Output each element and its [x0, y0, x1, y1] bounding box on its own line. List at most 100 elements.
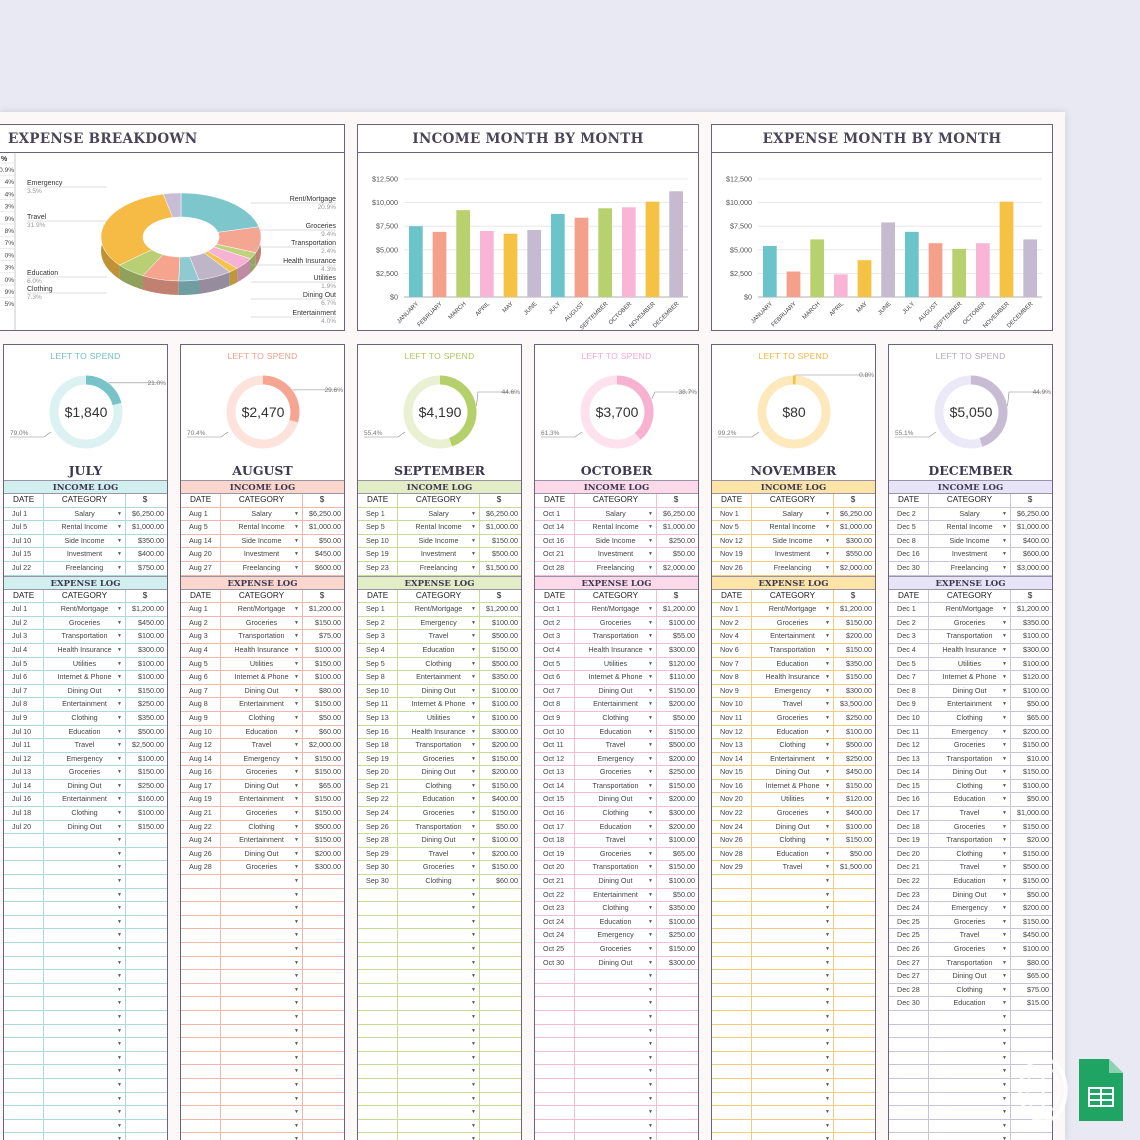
category-dropdown[interactable]: Rent/Mortgage ▼	[575, 603, 657, 616]
date-cell[interactable]: Aug 5	[181, 521, 221, 534]
category-dropdown[interactable]: Rental Income ▼	[575, 521, 657, 534]
amount-cell[interactable]	[834, 1011, 875, 1024]
category-dropdown[interactable]: Freelancing ▼	[929, 561, 1011, 575]
category-dropdown[interactable]: Clothing ▼	[752, 834, 834, 847]
category-dropdown[interactable]: ▼	[44, 1133, 126, 1140]
amount-cell[interactable]: $250.00	[846, 753, 872, 763]
amount-cell[interactable]: $150.00	[315, 835, 341, 845]
dropdown-arrow-icon[interactable]: ▼	[294, 1013, 299, 1020]
date-cell[interactable]	[181, 1010, 221, 1024]
category-dropdown[interactable]: Dining Out ▼	[221, 684, 303, 698]
dropdown-arrow-icon[interactable]: ▼	[294, 524, 299, 531]
category-dropdown[interactable]: ▼	[575, 1024, 657, 1038]
category-dropdown[interactable]: ▼	[221, 1119, 303, 1133]
amount-cell[interactable]: $150.00	[846, 672, 872, 682]
amount-cell[interactable]	[1011, 1025, 1052, 1038]
category-dropdown[interactable]: Emergency ▼	[929, 902, 1011, 915]
dropdown-arrow-icon[interactable]: ▼	[471, 810, 476, 817]
date-cell[interactable]: Jul 5	[4, 521, 44, 534]
category-dropdown[interactable]: Salary ▼	[575, 507, 657, 521]
dropdown-arrow-icon[interactable]: ▼	[648, 932, 653, 939]
dropdown-arrow-icon[interactable]: ▼	[471, 1000, 476, 1007]
dropdown-arrow-icon[interactable]: ▼	[294, 742, 299, 749]
category-dropdown[interactable]: ▼	[929, 1119, 1011, 1133]
date-cell[interactable]	[712, 875, 752, 888]
dropdown-arrow-icon[interactable]: ▼	[294, 551, 299, 558]
category-dropdown[interactable]: Rent/Mortgage ▼	[398, 603, 480, 616]
amount-cell[interactable]: $1,000.00	[1017, 522, 1049, 532]
amount-cell[interactable]	[480, 902, 521, 915]
date-cell[interactable]: Dec 3	[889, 630, 929, 643]
date-cell[interactable]	[358, 956, 398, 970]
amount-cell[interactable]: $1,000.00	[486, 522, 518, 532]
date-cell[interactable]	[712, 943, 752, 956]
date-cell[interactable]: Sep 4	[358, 643, 398, 657]
date-cell[interactable]: Dec 24	[889, 902, 929, 915]
amount-cell[interactable]: $150.00	[846, 617, 872, 627]
dropdown-arrow-icon[interactable]: ▼	[1002, 674, 1007, 681]
dropdown-arrow-icon[interactable]: ▼	[117, 810, 122, 817]
dropdown-arrow-icon[interactable]: ▼	[648, 619, 653, 626]
category-dropdown[interactable]: ▼	[398, 915, 480, 929]
dropdown-arrow-icon[interactable]: ▼	[117, 619, 122, 626]
dropdown-arrow-icon[interactable]: ▼	[471, 946, 476, 952]
category-dropdown[interactable]: Emergency ▼	[398, 616, 480, 630]
category-dropdown[interactable]: Transportation ▼	[575, 861, 657, 875]
category-dropdown[interactable]: Emergency ▼	[575, 752, 657, 766]
amount-cell[interactable]	[126, 1038, 167, 1051]
amount-cell[interactable]: $500.00	[492, 658, 518, 668]
dropdown-arrow-icon[interactable]: ▼	[825, 1013, 830, 1020]
date-cell[interactable]: Dec 23	[889, 888, 929, 902]
amount-cell[interactable]	[303, 875, 344, 888]
category-dropdown[interactable]: Dining Out ▼	[929, 888, 1011, 902]
category-dropdown[interactable]: ▼	[398, 1051, 480, 1065]
date-cell[interactable]	[358, 1106, 398, 1119]
dropdown-arrow-icon[interactable]: ▼	[825, 864, 830, 871]
amount-cell[interactable]: $300.00	[846, 535, 872, 545]
amount-cell[interactable]	[480, 1065, 521, 1078]
dropdown-arrow-icon[interactable]: ▼	[471, 891, 476, 898]
category-dropdown[interactable]: ▼	[752, 1038, 834, 1051]
dropdown-arrow-icon[interactable]: ▼	[471, 823, 476, 830]
amount-cell[interactable]	[834, 889, 875, 902]
amount-cell[interactable]	[480, 1120, 521, 1133]
amount-cell[interactable]	[303, 1065, 344, 1078]
dropdown-arrow-icon[interactable]: ▼	[471, 755, 476, 762]
dropdown-arrow-icon[interactable]: ▼	[648, 891, 653, 898]
dropdown-arrow-icon[interactable]: ▼	[471, 701, 476, 708]
amount-cell[interactable]	[657, 1065, 698, 1078]
category-dropdown[interactable]: Salary ▼	[929, 507, 1011, 521]
date-cell[interactable]	[181, 1092, 221, 1106]
dropdown-arrow-icon[interactable]: ▼	[117, 850, 122, 857]
date-cell[interactable]: Aug 27	[181, 561, 221, 575]
category-dropdown[interactable]: Travel ▼	[44, 739, 126, 752]
dropdown-arrow-icon[interactable]: ▼	[117, 1081, 122, 1088]
dropdown-arrow-icon[interactable]: ▼	[294, 646, 299, 653]
date-cell[interactable]	[712, 1038, 752, 1051]
amount-cell[interactable]	[834, 943, 875, 956]
dropdown-arrow-icon[interactable]: ▼	[648, 660, 653, 667]
date-cell[interactable]	[535, 1038, 575, 1051]
dropdown-arrow-icon[interactable]: ▼	[648, 878, 653, 885]
amount-cell[interactable]: $100.00	[138, 808, 164, 818]
date-cell[interactable]	[4, 1024, 44, 1038]
date-cell[interactable]	[181, 915, 221, 929]
dropdown-arrow-icon[interactable]: ▼	[117, 551, 122, 558]
dropdown-arrow-icon[interactable]: ▼	[1002, 796, 1007, 803]
dropdown-arrow-icon[interactable]: ▼	[471, 1041, 476, 1048]
date-cell[interactable]: Aug 1	[181, 603, 221, 616]
amount-cell[interactable]: $150.00	[315, 753, 341, 763]
dropdown-arrow-icon[interactable]: ▼	[825, 782, 830, 789]
category-dropdown[interactable]: ▼	[929, 1010, 1011, 1024]
category-dropdown[interactable]: Salary ▼	[398, 507, 480, 521]
amount-cell[interactable]: $400.00	[846, 808, 872, 818]
category-dropdown[interactable]: Utilities ▼	[398, 711, 480, 725]
amount-cell[interactable]: $50.00	[1027, 699, 1049, 709]
dropdown-arrow-icon[interactable]: ▼	[825, 1027, 830, 1034]
dropdown-arrow-icon[interactable]: ▼	[1002, 537, 1007, 544]
amount-cell[interactable]: $150.00	[669, 726, 695, 736]
amount-cell[interactable]: $2,500.00	[132, 740, 164, 750]
amount-cell[interactable]: $65.00	[319, 780, 341, 790]
amount-cell[interactable]: $6,250.00	[309, 508, 341, 518]
dropdown-arrow-icon[interactable]: ▼	[294, 782, 299, 789]
